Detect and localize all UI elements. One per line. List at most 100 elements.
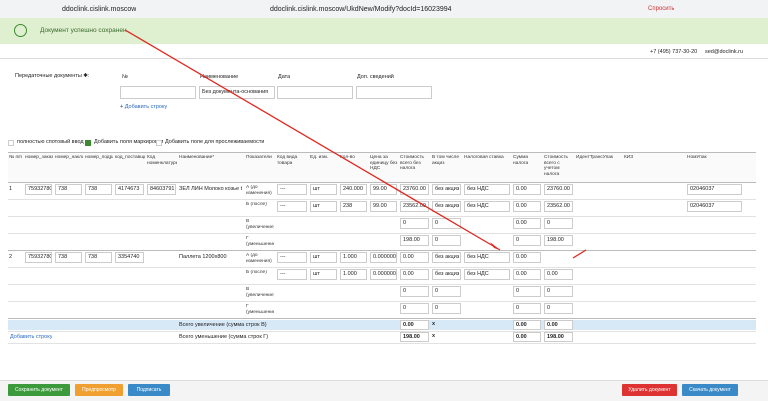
column-header: Цена за единицу без НДС [370, 155, 398, 172]
column-header: В том числе акциз [432, 155, 460, 166]
cell[interactable]: 02046037 [687, 184, 742, 195]
checkbox[interactable] [156, 140, 162, 146]
cell: 2 [9, 254, 13, 260]
cell[interactable]: 99.00 [370, 184, 397, 195]
cell[interactable]: 0.00 [400, 252, 429, 263]
cell[interactable]: 23562.00 [400, 201, 429, 212]
option: полностью спотовый ввод [17, 139, 84, 145]
column-header: Ед. изм. [310, 155, 329, 160]
plus-icon: + [120, 104, 124, 110]
cell[interactable]: 0 [432, 286, 461, 297]
cell[interactable]: 198.00 [400, 235, 429, 246]
cell[interactable]: 738 [85, 252, 112, 263]
cell[interactable]: без акциз [432, 201, 461, 212]
cell[interactable]: 240.000 [340, 184, 367, 195]
add-row-link[interactable]: Добавить строку [10, 334, 53, 340]
checkbox[interactable] [85, 140, 91, 146]
cell[interactable]: 0 [513, 303, 541, 314]
cell[interactable]: 02046037 [687, 201, 742, 212]
column-header: номер_заказа [25, 155, 53, 160]
delete-button[interactable]: Удалить документ [622, 384, 677, 396]
cell[interactable]: 1.000 [340, 252, 367, 263]
total-cell: 0.00 [400, 320, 429, 330]
cell[interactable]: 0.00 [400, 269, 429, 280]
cell[interactable]: 738 [55, 252, 82, 263]
cell[interactable]: 0 [513, 286, 541, 297]
cell[interactable]: 84603791 [147, 184, 176, 195]
cell[interactable]: 0.000000 [370, 269, 397, 280]
url[interactable]: ddoclink.cislink.moscow/UkdNew/Modify?do… [270, 6, 452, 13]
column-header: Кол-во [340, 155, 355, 160]
col-label: Доп. сведений [357, 74, 394, 80]
total-cell: 0.00 [513, 332, 541, 342]
cell[interactable]: 738 [55, 184, 82, 195]
input[interactable] [356, 86, 432, 99]
cell[interactable]: 23760.00 [400, 184, 429, 195]
cell[interactable]: --- [277, 184, 307, 195]
cell[interactable]: 0 [432, 235, 461, 246]
cell[interactable]: 238 [340, 201, 367, 212]
cell[interactable]: 0 [544, 303, 573, 314]
cell[interactable]: 4174673 [115, 184, 144, 195]
cell[interactable]: 0.00 [513, 184, 541, 195]
add-row-text[interactable]: Добавить строку [124, 104, 168, 110]
cell[interactable]: 0.00 [544, 269, 573, 280]
cell[interactable]: без акциз [432, 269, 461, 280]
cell[interactable]: 738 [85, 184, 112, 195]
cell[interactable]: 0.00 [513, 269, 541, 280]
preview-button[interactable]: Предпросмотр [75, 384, 123, 396]
row-line [8, 343, 756, 344]
cell[interactable]: --- [277, 269, 307, 280]
cell[interactable]: 0 [400, 218, 429, 229]
cell[interactable]: без акциз [432, 184, 461, 195]
sign-button[interactable]: Подписать [128, 384, 170, 396]
input[interactable]: Без документа-основания [199, 86, 275, 99]
cell[interactable]: шт [310, 252, 337, 263]
cell[interactable]: 23760.00 [544, 184, 573, 195]
cell[interactable]: 75932780 [25, 184, 52, 195]
column-header: Сумма налога [513, 155, 529, 166]
cell[interactable]: 0 [432, 218, 461, 229]
add-row-link[interactable]: + Добавить строку [120, 102, 167, 113]
cell[interactable]: 0 [400, 286, 429, 297]
cell[interactable]: 0.000000 [370, 252, 397, 263]
cell[interactable]: шт [310, 201, 337, 212]
transfer-label: Передаточные документы ✱: [15, 73, 90, 79]
save-button[interactable]: Сохранить документ [8, 384, 70, 396]
ask-button[interactable]: Спросить [648, 6, 675, 12]
cell[interactable]: шт [310, 269, 337, 280]
cell[interactable]: 0 [544, 286, 573, 297]
cell[interactable]: 0.00 [513, 252, 541, 263]
cell[interactable]: без НДС [464, 201, 510, 212]
cell[interactable]: 0.00 [513, 218, 541, 229]
cell[interactable]: 1.000 [340, 269, 367, 280]
cell[interactable]: без НДС [464, 252, 510, 263]
cell[interactable]: без акциз [432, 252, 461, 263]
row-line [8, 331, 756, 332]
cell[interactable]: 3354740 [115, 252, 144, 263]
row-line [8, 284, 756, 285]
toolbar [0, 380, 768, 401]
cell[interactable]: шт [310, 184, 337, 195]
cell[interactable]: 0 [544, 218, 573, 229]
input[interactable] [120, 86, 196, 99]
cell[interactable]: 23562.00 [544, 201, 573, 212]
cell[interactable]: 75932780 [25, 252, 52, 263]
cell[interactable]: 99.00 [370, 201, 397, 212]
cell: 1 [9, 186, 13, 192]
cell[interactable]: 0 [400, 303, 429, 314]
cell[interactable]: 0 [513, 235, 541, 246]
indicator: А (до изменения) [246, 253, 272, 264]
cell[interactable]: --- [277, 201, 307, 212]
cell[interactable]: без НДС [464, 269, 510, 280]
option: Добавить поля маркировки [94, 139, 164, 145]
input[interactable] [277, 86, 353, 99]
cell[interactable]: 0 [432, 303, 461, 314]
download-button[interactable]: Скачать документ [682, 384, 738, 396]
cell[interactable]: 0.00 [513, 201, 541, 212]
cell[interactable]: без НДС [464, 184, 510, 195]
checkbox[interactable] [8, 140, 14, 146]
cell[interactable]: --- [277, 252, 307, 263]
cell[interactable]: 198.00 [544, 235, 573, 246]
total-cell: 198.00 [400, 332, 429, 342]
